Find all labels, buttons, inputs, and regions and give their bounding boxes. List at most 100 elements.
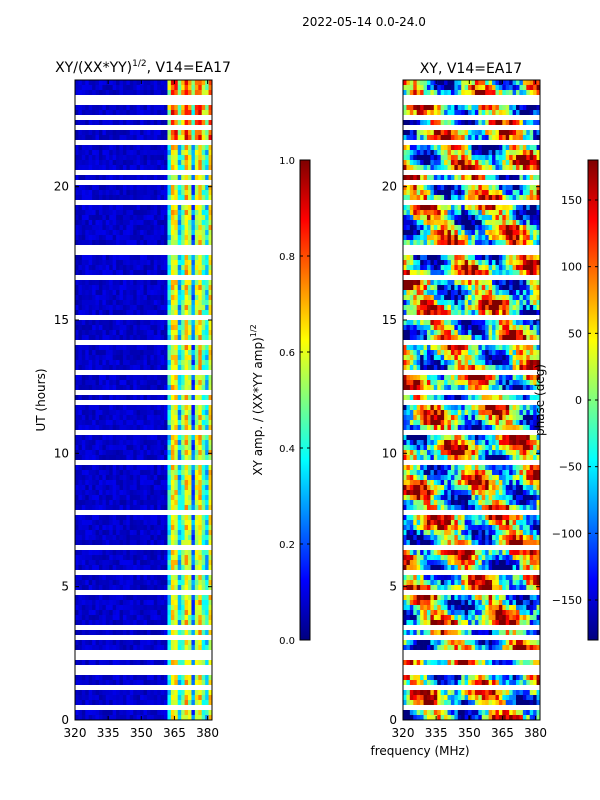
heatmap-cell bbox=[188, 355, 192, 361]
heatmap-cell bbox=[177, 630, 182, 636]
heatmap-cell bbox=[170, 305, 175, 311]
heatmap-cell bbox=[122, 210, 127, 216]
heatmap-cell bbox=[174, 215, 179, 221]
heatmap-cell bbox=[105, 445, 110, 451]
heatmap-cell bbox=[426, 230, 431, 236]
heatmap-cell bbox=[143, 345, 148, 351]
heatmap-cell bbox=[526, 195, 531, 201]
heatmap-cell bbox=[88, 465, 93, 471]
heatmap-cell bbox=[509, 165, 513, 171]
heatmap-cell bbox=[167, 450, 172, 456]
heatmap-cell bbox=[143, 230, 148, 236]
heatmap-cell bbox=[126, 220, 131, 226]
heatmap-cell bbox=[136, 630, 141, 636]
heatmap-cell bbox=[522, 185, 527, 191]
heatmap-cell bbox=[105, 220, 110, 226]
heatmap-cell bbox=[119, 240, 124, 246]
heatmap-cell bbox=[78, 470, 83, 476]
heatmap-cell bbox=[181, 225, 185, 231]
heatmap-cell bbox=[143, 290, 148, 296]
heatmap-cell bbox=[174, 535, 179, 541]
heatmap-cell bbox=[406, 80, 411, 86]
heatmap-cell bbox=[191, 465, 196, 471]
heatmap-cell bbox=[150, 195, 155, 201]
heatmap-cell bbox=[133, 420, 138, 426]
heatmap-cell bbox=[177, 335, 182, 341]
heatmap-cell bbox=[119, 330, 124, 336]
heatmap-cell bbox=[201, 595, 206, 601]
heatmap-cell bbox=[160, 540, 165, 546]
heatmap-cell bbox=[194, 415, 199, 421]
heatmap-cell bbox=[78, 360, 83, 366]
heatmap-cell bbox=[430, 150, 435, 156]
heatmap-cell bbox=[116, 165, 120, 171]
heatmap-cell bbox=[208, 255, 213, 261]
heatmap-cell bbox=[112, 290, 117, 296]
heatmap-cell bbox=[136, 515, 141, 521]
heatmap-cell bbox=[112, 490, 117, 496]
heatmap-cell bbox=[170, 160, 175, 166]
heatmap-cell bbox=[205, 675, 209, 681]
heatmap-cell bbox=[105, 280, 110, 286]
heatmap-cell bbox=[143, 285, 148, 291]
heatmap-cell bbox=[194, 295, 199, 301]
heatmap-cell bbox=[509, 120, 513, 126]
heatmap-cell bbox=[146, 145, 151, 151]
flagged-gap-row bbox=[75, 625, 212, 630]
heatmap-cell bbox=[205, 440, 209, 446]
heatmap-cell bbox=[516, 130, 520, 136]
heatmap-cell bbox=[122, 90, 127, 96]
heatmap-cell bbox=[75, 295, 79, 301]
heatmap-cell bbox=[198, 575, 203, 581]
heatmap-cell bbox=[109, 175, 114, 181]
heatmap-cell bbox=[122, 565, 127, 571]
heatmap-cell bbox=[133, 90, 138, 96]
heatmap-cell bbox=[95, 420, 100, 426]
heatmap-cell bbox=[153, 495, 158, 501]
heatmap-cell bbox=[150, 535, 155, 541]
heatmap-cell bbox=[167, 360, 172, 366]
heatmap-cell bbox=[160, 605, 165, 611]
heatmap-cell bbox=[201, 135, 206, 141]
heatmap-cell bbox=[88, 150, 93, 156]
heatmap-cell bbox=[481, 150, 486, 156]
heatmap-cell bbox=[174, 260, 179, 266]
heatmap-cell bbox=[509, 80, 513, 86]
heatmap-cell bbox=[167, 325, 172, 331]
heatmap-cell bbox=[157, 360, 162, 366]
heatmap-cell bbox=[174, 485, 179, 491]
heatmap-cell bbox=[109, 495, 114, 501]
heatmap-cell bbox=[136, 185, 141, 191]
heatmap-cell bbox=[519, 190, 524, 196]
heatmap-cell bbox=[160, 415, 165, 421]
flagged-gap-row bbox=[75, 125, 212, 130]
heatmap-cell bbox=[430, 155, 435, 161]
heatmap-cell bbox=[437, 90, 442, 96]
heatmap-cell bbox=[116, 445, 120, 451]
heatmap-cell bbox=[109, 165, 114, 171]
heatmap-cell bbox=[75, 120, 79, 126]
heatmap-cell bbox=[433, 210, 438, 216]
heatmap-cell bbox=[81, 580, 86, 586]
heatmap-cell bbox=[109, 565, 114, 571]
flagged-gap-row bbox=[75, 315, 212, 320]
heatmap-cell bbox=[447, 175, 452, 181]
heatmap-cell bbox=[102, 150, 107, 156]
heatmap-cell bbox=[406, 225, 411, 231]
heatmap-cell bbox=[98, 210, 103, 216]
heatmap-cell bbox=[95, 415, 100, 421]
heatmap-cell bbox=[464, 210, 469, 216]
heatmap-cell bbox=[536, 135, 541, 141]
heatmap-cell bbox=[403, 105, 407, 111]
heatmap-cell bbox=[140, 640, 144, 646]
heatmap-cell bbox=[205, 640, 209, 646]
heatmap-cell bbox=[208, 690, 213, 696]
heatmap-cell bbox=[191, 230, 196, 236]
heatmap-cell bbox=[119, 260, 124, 266]
heatmap-cell bbox=[194, 410, 199, 416]
heatmap-cell bbox=[146, 535, 151, 541]
heatmap-cell bbox=[184, 325, 189, 331]
heatmap-cell bbox=[423, 195, 428, 201]
heatmap-cell bbox=[122, 175, 127, 181]
heatmap-cell bbox=[437, 215, 442, 221]
